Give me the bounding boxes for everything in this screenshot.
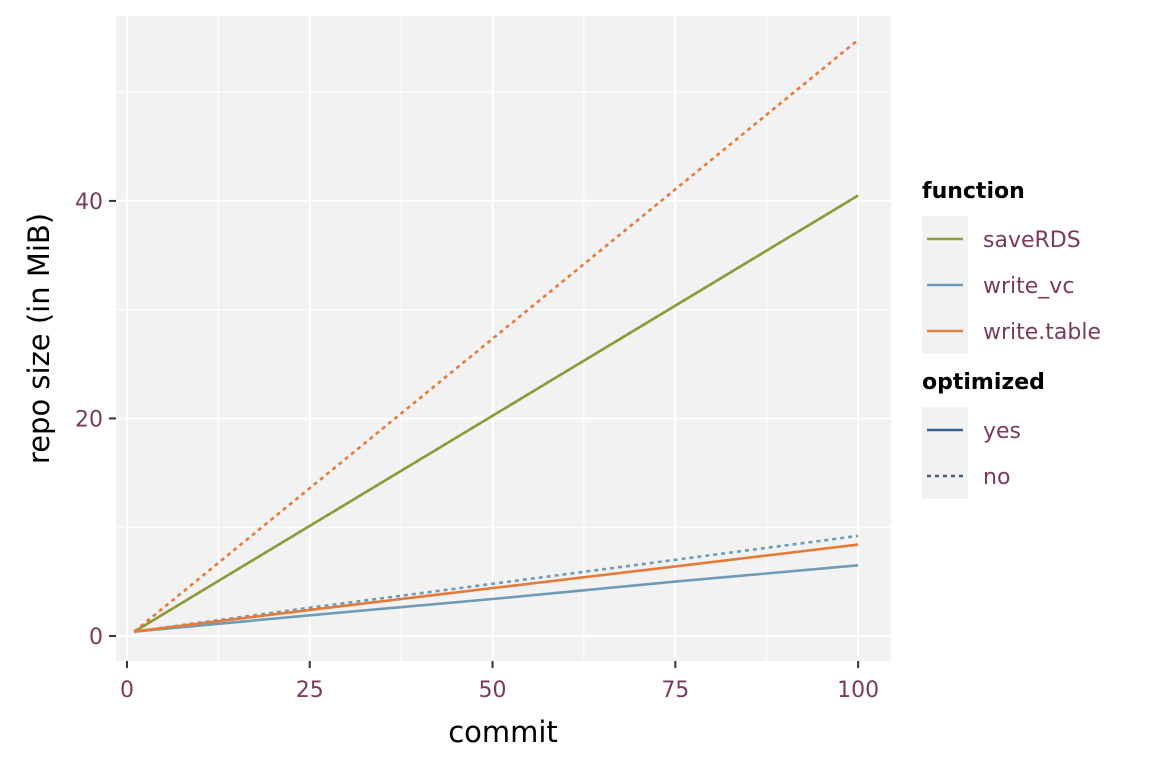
y-axis: 0 20 40 [75,190,116,650]
y-axis-title: repo size (in MiB) [22,213,56,464]
legend-label: saveRDS [983,228,1081,253]
x-tick-label: 0 [120,678,134,703]
minor-grid [116,16,891,661]
x-tick-label: 25 [296,678,324,703]
series-line-saverds-no [133,194,859,633]
series-lines [133,38,859,633]
major-grid [116,16,891,661]
y-tick-label: 40 [75,190,103,215]
x-axis: 0 25 50 75 100 [120,661,879,703]
legend-label: no [983,465,1010,490]
legend-label: yes [983,419,1021,444]
x-axis-title: commit [448,715,558,749]
x-tick-label: 100 [837,678,879,703]
x-tick-label: 50 [479,678,507,703]
series-line-write-table-yes [134,543,859,633]
series-line-write-table-no [133,38,859,633]
legend-label: write.table [983,320,1101,345]
legend-key-background [922,407,968,499]
y-tick-label: 0 [89,625,103,650]
y-tick-label: 20 [75,407,103,432]
series-line-write-vc-yes [134,564,859,633]
legend-title-optimized: optimized [922,370,1045,395]
legend-label: write_vc [983,274,1074,299]
legend: function saveRDS write_vc write.table optimi… [922,179,1101,499]
x-tick-label: 75 [661,678,689,703]
legend-title-function: function [922,179,1025,204]
panel-background [116,16,891,661]
series-line-write-vc-no [134,534,859,633]
